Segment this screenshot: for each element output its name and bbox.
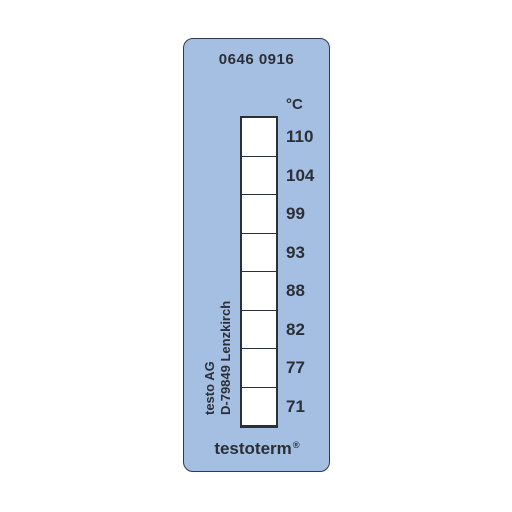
manufacturer-line-2: D-79849 Lenzkirch — [218, 135, 233, 415]
unit-celsius: °C — [286, 96, 303, 113]
manufacturer-line-1: testo AG — [202, 135, 217, 415]
scale-cell — [242, 388, 276, 427]
scale-cell — [242, 311, 276, 350]
scale-cell — [242, 118, 276, 157]
thermo-label: 0646 0916 °C testo AG D-79849 Lenzkirch … — [183, 38, 330, 472]
tick-label: 82 — [286, 320, 326, 340]
tick-label: 71 — [286, 397, 326, 417]
brand-text: testoterm — [214, 439, 291, 458]
scale-cell — [242, 349, 276, 388]
tick-label: 99 — [286, 204, 326, 224]
tick-label: 93 — [286, 243, 326, 263]
scale-cell — [242, 272, 276, 311]
scale-cell — [242, 157, 276, 196]
registered-icon: ® — [293, 440, 300, 450]
part-number: 0646 0916 — [184, 51, 329, 68]
tick-label: 88 — [286, 281, 326, 301]
scale-cell — [242, 234, 276, 273]
scale-cell — [242, 195, 276, 234]
tick-label: 110 — [286, 127, 326, 147]
brand-name: testoterm® — [184, 439, 329, 459]
temperature-scale — [240, 116, 278, 428]
tick-label: 77 — [286, 358, 326, 378]
tick-label: 104 — [286, 166, 326, 186]
